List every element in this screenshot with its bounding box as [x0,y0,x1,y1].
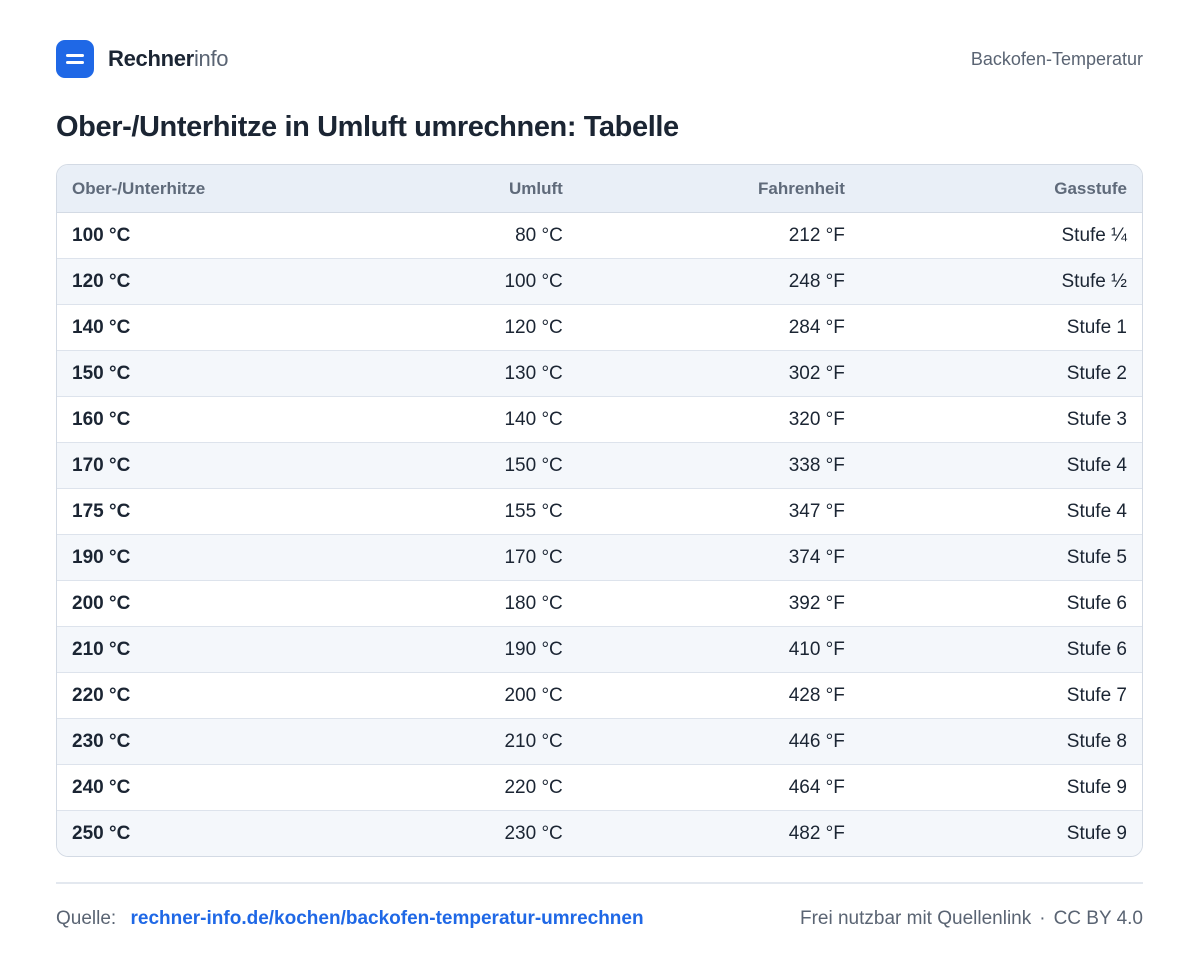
cell-ober-unterhitze: 100 °C [57,212,361,259]
cell-gasstufe: Stufe 1 [859,304,1142,351]
license-name: CC BY 4.0 [1053,908,1143,929]
cell-ober-unterhitze: 190 °C [57,534,361,581]
cell-fahrenheit: 284 °F [577,304,860,351]
table-row: 250 °C 230 °C 482 °F Stufe 9 [57,810,1142,856]
cell-gasstufe: Stufe 3 [859,396,1142,443]
cell-umluft: 130 °C [360,350,578,397]
cell-ober-unterhitze: 240 °C [57,764,361,811]
table-row: 170 °C 150 °C 338 °F Stufe 4 [57,442,1142,489]
cell-gasstufe: Stufe 4 [859,488,1142,535]
footer: Quelle: rechner-info.de/kochen/backofen-… [56,908,1143,930]
cell-ober-unterhitze: 220 °C [57,672,361,719]
cell-ober-unterhitze: 230 °C [57,718,361,765]
table-row: 120 °C 100 °C 248 °F Stufe ½ [57,258,1142,305]
cell-ober-unterhitze: 140 °C [57,304,361,351]
source-label: Quelle: [56,908,117,929]
cell-ober-unterhitze: 150 °C [57,350,361,397]
cell-fahrenheit: 410 °F [577,626,860,673]
table-row: 200 °C 180 °C 392 °F Stufe 6 [57,580,1142,627]
column-header-ober-unterhitze: Ober-/Unterhitze [57,165,361,213]
cell-umluft: 210 °C [360,718,578,765]
column-header-umluft: Umluft [360,165,578,213]
column-header-gasstufe: Gasstufe [859,165,1142,213]
cell-fahrenheit: 374 °F [577,534,860,581]
cell-gasstufe: Stufe 9 [859,810,1142,856]
conversion-table: Ober-/Unterhitze Umluft Fahrenheit Gasst… [57,165,1142,856]
calculator-logo-icon [56,40,94,78]
cell-umluft: 190 °C [360,626,578,673]
cell-ober-unterhitze: 200 °C [57,580,361,627]
table-header-row: Ober-/Unterhitze Umluft Fahrenheit Gasst… [57,165,1142,213]
cell-ober-unterhitze: 160 °C [57,396,361,443]
cell-umluft: 140 °C [360,396,578,443]
page-title: Ober-/Unterhitze in Umluft umrechnen: Ta… [56,111,679,143]
cell-gasstufe: Stufe 5 [859,534,1142,581]
cell-umluft: 170 °C [360,534,578,581]
footer-divider [56,882,1143,884]
cell-umluft: 220 °C [360,764,578,811]
table-row: 100 °C 80 °C 212 °F Stufe ¼ [57,212,1142,259]
cell-ober-unterhitze: 170 °C [57,442,361,489]
topic-label: Backofen-Temperatur [970,48,1143,69]
table-body: 100 °C 80 °C 212 °F Stufe ¼ 120 °C 100 °C 248 … [57,212,1142,856]
cell-gasstufe: Stufe 2 [859,350,1142,397]
cell-fahrenheit: 464 °F [577,764,860,811]
source-link[interactable]: rechner-info.de/kochen/backofen-temperat… [130,908,644,929]
table-row: 210 °C 190 °C 410 °F Stufe 6 [57,626,1142,673]
cell-gasstufe: Stufe 6 [859,626,1142,673]
site-header: Rechnerinfo Backofen-Temperatur [56,40,1143,78]
cell-umluft: 230 °C [360,810,578,856]
cell-fahrenheit: 320 °F [577,396,860,443]
cell-fahrenheit: 347 °F [577,488,860,535]
cell-gasstufe: Stufe 9 [859,764,1142,811]
cell-umluft: 120 °C [360,304,578,351]
brand[interactable]: Rechnerinfo [56,40,229,78]
cell-ober-unterhitze: 210 °C [57,626,361,673]
cell-umluft: 200 °C [360,672,578,719]
cell-fahrenheit: 428 °F [577,672,860,719]
license-info: Frei nutzbar mit Quellenlink · CC BY 4.0 [800,908,1143,930]
brand-name-strong: Rechner [108,46,194,71]
cell-ober-unterhitze: 120 °C [57,258,361,305]
table-row: 190 °C 170 °C 374 °F Stufe 5 [57,534,1142,581]
logo-bar-top [66,54,84,57]
cell-fahrenheit: 482 °F [577,810,860,856]
cell-ober-unterhitze: 250 °C [57,810,361,856]
cell-umluft: 155 °C [360,488,578,535]
cell-fahrenheit: 302 °F [577,350,860,397]
cell-fahrenheit: 248 °F [577,258,860,305]
cell-fahrenheit: 392 °F [577,580,860,627]
cell-umluft: 150 °C [360,442,578,489]
cell-gasstufe: Stufe 7 [859,672,1142,719]
table-row: 230 °C 210 °C 446 °F Stufe 8 [57,718,1142,765]
table-row: 160 °C 140 °C 320 °F Stufe 3 [57,396,1142,443]
cell-gasstufe: Stufe ¼ [859,212,1142,259]
table-row: 240 °C 220 °C 464 °F Stufe 9 [57,764,1142,811]
conversion-table-card: Ober-/Unterhitze Umluft Fahrenheit Gasst… [56,164,1143,857]
table-row: 220 °C 200 °C 428 °F Stufe 7 [57,672,1142,719]
cell-gasstufe: Stufe 6 [859,580,1142,627]
source-info: Quelle: rechner-info.de/kochen/backofen-… [56,908,644,930]
brand-name-light: info [193,46,229,71]
cell-gasstufe: Stufe ½ [859,258,1142,305]
cell-fahrenheit: 338 °F [577,442,860,489]
logo-bar-bottom [66,61,84,64]
cell-umluft: 180 °C [360,580,578,627]
table-row: 140 °C 120 °C 284 °F Stufe 1 [57,304,1142,351]
cell-ober-unterhitze: 175 °C [57,488,361,535]
column-header-fahrenheit: Fahrenheit [577,165,860,213]
license-separator: · [1039,908,1046,929]
cell-fahrenheit: 446 °F [577,718,860,765]
cell-gasstufe: Stufe 4 [859,442,1142,489]
cell-umluft: 100 °C [360,258,578,305]
page: Rechnerinfo Backofen-Temperatur Ober-/Un… [0,40,1200,960]
brand-name: Rechnerinfo [108,46,229,72]
cell-gasstufe: Stufe 8 [859,718,1142,765]
table-row: 150 °C 130 °C 302 °F Stufe 2 [57,350,1142,397]
license-text: Frei nutzbar mit Quellenlink [799,908,1032,929]
cell-fahrenheit: 212 °F [577,212,860,259]
cell-umluft: 80 °C [360,212,578,259]
table-row: 175 °C 155 °C 347 °F Stufe 4 [57,488,1142,535]
